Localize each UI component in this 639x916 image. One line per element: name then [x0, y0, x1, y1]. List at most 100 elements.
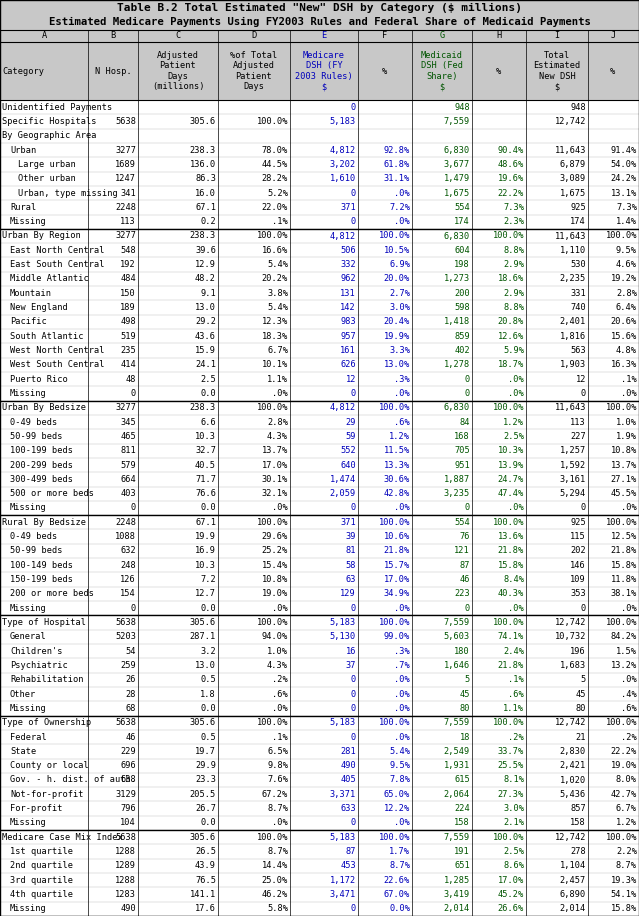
Text: .0%: .0% [508, 604, 524, 613]
Text: Missing: Missing [10, 819, 47, 827]
Text: 235: 235 [120, 346, 136, 355]
Text: .0%: .0% [394, 217, 410, 226]
Text: .1%: .1% [272, 733, 288, 742]
Text: 76.6: 76.6 [195, 489, 216, 498]
Text: 11.8%: 11.8% [611, 575, 637, 584]
Text: 10.1%: 10.1% [262, 360, 288, 369]
Text: 1247: 1247 [115, 174, 136, 183]
Text: 68: 68 [125, 703, 136, 713]
Text: 10.3: 10.3 [195, 432, 216, 441]
Text: 100.0%: 100.0% [256, 518, 288, 527]
Text: 0.0: 0.0 [200, 703, 216, 713]
Text: 100.0%: 100.0% [378, 718, 410, 727]
Text: 633: 633 [340, 804, 356, 813]
Text: Specific Hospitals: Specific Hospitals [2, 117, 96, 126]
Text: 3129: 3129 [115, 790, 136, 799]
Text: 15.9: 15.9 [195, 346, 216, 355]
Text: Urban, type missing: Urban, type missing [18, 189, 118, 198]
Text: 632: 632 [120, 547, 136, 555]
Text: 554: 554 [454, 202, 470, 212]
Text: Pacific: Pacific [10, 318, 47, 326]
Text: 0: 0 [465, 504, 470, 512]
Text: 490: 490 [120, 904, 136, 913]
Text: 20.2%: 20.2% [262, 275, 288, 283]
Text: 2.5%: 2.5% [503, 847, 524, 856]
Text: County or local: County or local [10, 761, 89, 770]
Text: 626: 626 [340, 360, 356, 369]
Text: East South Central: East South Central [10, 260, 105, 269]
Text: 371: 371 [340, 202, 356, 212]
Text: 0-49 beds: 0-49 beds [10, 418, 58, 427]
Text: Type of Ownership: Type of Ownership [2, 718, 91, 727]
Text: 2,059: 2,059 [330, 489, 356, 498]
Text: 563: 563 [570, 346, 586, 355]
Text: 58: 58 [346, 561, 356, 570]
Text: .0%: .0% [272, 703, 288, 713]
Text: 0.5: 0.5 [200, 733, 216, 742]
Text: 161: 161 [340, 346, 356, 355]
Text: 341: 341 [120, 189, 136, 198]
Text: Urban By Bedsize: Urban By Bedsize [2, 403, 86, 412]
Text: 0: 0 [581, 504, 586, 512]
Text: 0: 0 [351, 389, 356, 398]
Text: 2.8%: 2.8% [267, 418, 288, 427]
Text: .0%: .0% [272, 604, 288, 613]
Text: Missing: Missing [10, 904, 47, 913]
Text: 100.0%: 100.0% [378, 833, 410, 842]
Text: 12.7: 12.7 [195, 589, 216, 598]
Text: 10.5%: 10.5% [384, 245, 410, 255]
Text: 1.0%: 1.0% [616, 418, 637, 427]
Text: 17.0%: 17.0% [498, 876, 524, 885]
Text: 353: 353 [570, 589, 586, 598]
Text: 7.2%: 7.2% [389, 202, 410, 212]
Text: 26.7: 26.7 [195, 804, 216, 813]
Text: 74.1%: 74.1% [498, 632, 524, 641]
Text: 1,257: 1,257 [560, 446, 586, 455]
Text: 44.5%: 44.5% [262, 160, 288, 169]
Text: 3rd quartile: 3rd quartile [10, 876, 73, 885]
Text: 4,812: 4,812 [330, 403, 356, 412]
Text: 11.5%: 11.5% [384, 446, 410, 455]
Text: 46: 46 [459, 575, 470, 584]
Text: 100-149 beds: 100-149 beds [10, 561, 73, 570]
Text: 7.6%: 7.6% [267, 776, 288, 784]
Text: 0: 0 [131, 504, 136, 512]
Text: .1%: .1% [508, 675, 524, 684]
Text: 9.8%: 9.8% [267, 761, 288, 770]
Text: .0%: .0% [394, 733, 410, 742]
Text: 8.8%: 8.8% [503, 245, 524, 255]
Text: 24.1: 24.1 [195, 360, 216, 369]
Text: 2.9%: 2.9% [503, 289, 524, 298]
Text: 16.6%: 16.6% [262, 245, 288, 255]
Text: Total
Estimated
New DSH
$: Total Estimated New DSH $ [534, 51, 581, 91]
Text: 1.2%: 1.2% [616, 819, 637, 827]
Text: 13.6%: 13.6% [498, 532, 524, 541]
Text: 332: 332 [340, 260, 356, 269]
Text: Federal: Federal [10, 733, 47, 742]
Text: 87: 87 [459, 561, 470, 570]
Text: 19.0%: 19.0% [262, 589, 288, 598]
Text: 5,294: 5,294 [560, 489, 586, 498]
Text: 6,830: 6,830 [443, 403, 470, 412]
Text: 65.0%: 65.0% [384, 790, 410, 799]
Text: 22.6%: 22.6% [384, 876, 410, 885]
Text: 100.0%: 100.0% [256, 117, 288, 126]
Text: 46.2%: 46.2% [262, 890, 288, 899]
Text: 21.8%: 21.8% [384, 547, 410, 555]
Text: 0: 0 [351, 103, 356, 112]
Text: 0: 0 [581, 389, 586, 398]
Text: 2,421: 2,421 [560, 761, 586, 770]
Text: 305.6: 305.6 [190, 718, 216, 727]
Text: .2%: .2% [508, 733, 524, 742]
Text: 2.5%: 2.5% [503, 432, 524, 441]
Text: 8.0%: 8.0% [616, 776, 637, 784]
Text: 9.5%: 9.5% [616, 245, 637, 255]
Text: 21.8%: 21.8% [611, 547, 637, 555]
Text: 223: 223 [454, 589, 470, 598]
Text: C: C [175, 31, 181, 40]
Text: 42.7%: 42.7% [611, 790, 637, 799]
Text: 54.1%: 54.1% [611, 890, 637, 899]
Text: 32.7: 32.7 [195, 446, 216, 455]
Text: Medicare Case Mix Index: Medicare Case Mix Index [2, 833, 123, 842]
Text: 21.8%: 21.8% [498, 661, 524, 670]
